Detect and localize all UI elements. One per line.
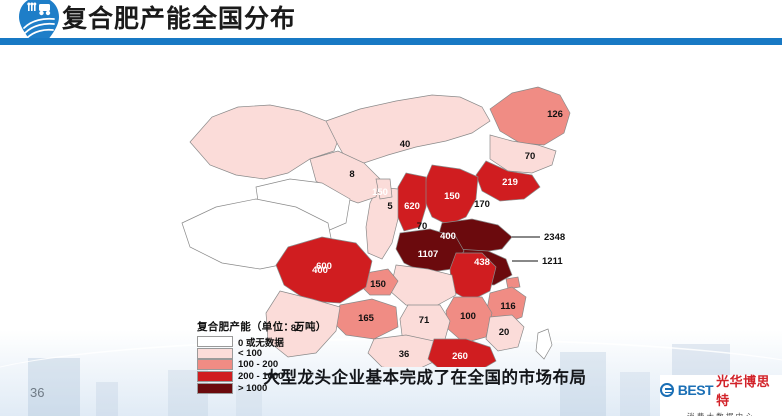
legend-item-label: > 1000 [238, 382, 268, 394]
legend-swatch [197, 359, 233, 371]
legend-item-label: 200 - 1000 [238, 371, 284, 383]
province-region [325, 94, 491, 164]
map-value-label: 8 [349, 169, 354, 180]
map-value-label: 126 [547, 109, 563, 120]
slide-caption: 大型龙头企业基本完成了在全国的市场布局 [263, 369, 587, 387]
legend-item-label: 0 或无数据 [238, 337, 284, 349]
map-value-label: 82 [291, 323, 302, 334]
map-value-label: 438 [474, 257, 490, 268]
province-region [375, 178, 393, 200]
legend-item: > 1000 [197, 382, 349, 394]
map-value-label: 170 [474, 199, 490, 210]
legend-swatch [197, 336, 233, 348]
map-value-label: 400 [440, 231, 456, 242]
legend-item-label: < 100 [238, 347, 263, 359]
page-title: 复合肥产能全国分布 [62, 5, 297, 33]
province-region [489, 134, 557, 174]
china-choropleth-map: 126 40 70 219 150 170 620 2348 1211 150 … [160, 47, 630, 367]
province-region [445, 296, 493, 344]
province-region [449, 252, 497, 302]
map-value-label: 70 [525, 151, 536, 162]
map-value-label: 400 [312, 265, 328, 276]
legend-item: 100 - 200 [197, 359, 349, 371]
province-region [365, 186, 399, 260]
brand-tagline: 消费大数据中心 [687, 411, 755, 416]
agriculture-pin-logo-icon [16, 0, 62, 52]
map-value-label: 1107 [418, 249, 439, 260]
map-value-label: 219 [502, 177, 518, 188]
province-region [367, 334, 441, 367]
province-region [535, 328, 553, 360]
province-region [505, 276, 521, 290]
legend-item-label: 100 - 200 [238, 359, 279, 371]
slide-header: 复合肥产能全国分布 [0, 0, 782, 50]
map-value-label: 71 [419, 315, 430, 326]
province-region [389, 264, 457, 308]
map-value-label: 150 [444, 191, 460, 202]
legend-title: 复合肥产能（单位：万吨） [197, 321, 327, 333]
map-value-label: 150 [372, 187, 388, 198]
map-value-label: 100 [460, 311, 476, 322]
best-emblem-icon [660, 383, 674, 397]
legend-item: < 100 [197, 347, 349, 360]
map-value-label: 150 [370, 279, 386, 290]
building-silhouette [96, 382, 118, 416]
legend-swatch [197, 371, 233, 383]
brand-mark: BEST [677, 382, 714, 398]
map-value-label: 600 [316, 261, 332, 272]
map-value-label: 260 [452, 351, 468, 362]
corporate-logo-row: BEST 光华博思特 [660, 371, 782, 409]
legend-item: 200 - 1000 [197, 371, 349, 383]
province-region [489, 86, 571, 146]
map-value-label: 1211 [542, 256, 563, 267]
header-divider [0, 38, 782, 45]
map-value-label: 116 [500, 301, 515, 312]
map-value-label: 2348 [544, 232, 565, 243]
province-region [427, 338, 497, 367]
corporate-logo: BEST 光华博思特 消费大数据中心 [660, 374, 782, 416]
map-value-label: 70 [417, 221, 428, 232]
brand-name: 光华博思特 [716, 374, 771, 408]
slide-body: 126 40 70 219 150 170 620 2348 1211 150 … [0, 45, 782, 416]
map-value-label: 165 [358, 313, 375, 324]
map-svg: 126 40 70 219 150 170 620 2348 1211 150 … [181, 86, 571, 367]
legend-swatch [197, 382, 233, 394]
map-value-label: 40 [400, 139, 411, 150]
map-value-label: 20 [499, 327, 510, 338]
map-value-label: 620 [404, 201, 420, 212]
legend-item: 0 或无数据 [197, 336, 349, 349]
province-region [485, 314, 525, 352]
map-value-label: 36 [399, 349, 410, 360]
legend-swatch [197, 347, 233, 359]
page-number: 36 [30, 385, 45, 400]
province-region [265, 290, 341, 358]
map-value-label: 5 [387, 201, 393, 212]
province-region [275, 236, 373, 304]
map-legend: 复合肥产能（单位：万吨） 0 或无数据 < 100 100 - 200 200 … [197, 319, 349, 394]
